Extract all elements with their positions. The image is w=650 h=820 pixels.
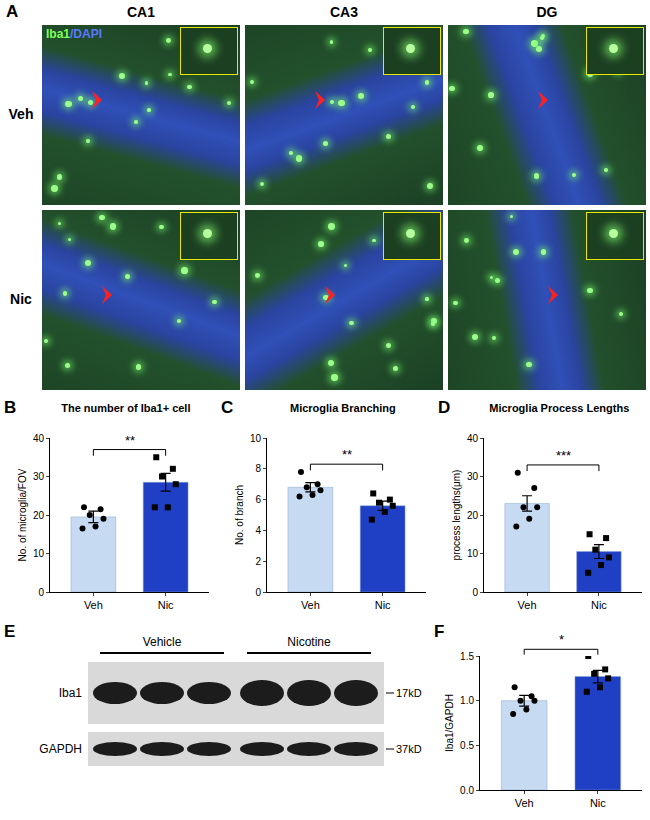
svg-text:40: 40 [467,433,479,444]
html-text:E: E [4,622,16,641]
svg-text:Nicotine: Nicotine [287,635,331,649]
html-text:A: A [6,2,19,21]
svg-text:Microglia Process Lengths: Microglia Process Lengths [489,402,629,414]
svg-text:**: ** [125,433,135,448]
html-text:C: C [221,398,234,417]
html-text:Veh: Veh [8,106,34,122]
svg-text:Nic: Nic [591,599,607,611]
svg-text:Nic: Nic [375,599,391,611]
html-text:D: D [438,398,451,417]
html-text:Iba1 /DAPI: Iba1 /DAPI [46,27,102,41]
svg-text:2: 2 [255,556,261,567]
svg-text:1.5: 1.5 [460,651,474,662]
svg-text:No. of branch: No. of branch [234,485,245,545]
svg-text:Vehicle: Vehicle [143,635,182,649]
html-text:F: F [434,622,445,641]
svg-text:*: * [559,632,564,647]
svg-text:Microglia Branching: Microglia Branching [290,402,396,414]
svg-text:***: *** [556,448,571,463]
svg-text:30: 30 [33,471,45,482]
svg-text:1.0: 1.0 [460,695,474,706]
svg-text:Nic: Nic [590,797,606,809]
svg-text:Iba1/GAPDH: Iba1/GAPDH [444,694,455,752]
svg-text:Veh: Veh [515,797,534,809]
svg-text:Veh: Veh [301,599,320,611]
svg-text:Veh: Veh [518,599,537,611]
svg-text:0.5: 0.5 [460,740,474,751]
svg-text:process lengths(μm): process lengths(μm) [451,470,462,561]
svg-text:GAPDH: GAPDH [39,742,82,756]
svg-text:0: 0 [472,587,478,598]
svg-text:10: 10 [250,433,262,444]
svg-text:0: 0 [38,587,44,598]
svg-text:10: 10 [33,548,45,559]
svg-text:**: ** [342,447,352,462]
svg-text:Veh: Veh [84,599,103,611]
svg-text:4: 4 [255,525,261,536]
html-text:Nic: Nic [10,291,32,307]
svg-text:Iba1: Iba1 [59,686,83,700]
svg-text:0: 0 [255,587,261,598]
svg-text:8: 8 [255,463,261,474]
svg-text:Nic: Nic [158,599,174,611]
svg-text:30: 30 [467,471,479,482]
svg-text:17kD: 17kD [396,687,422,699]
html-text:DG: DG [536,4,558,20]
svg-text:40: 40 [33,433,45,444]
svg-text:No. of microglia/FOV: No. of microglia/FOV [17,468,28,561]
html-text:B: B [4,398,17,417]
svg-text:The number of Iba1+ cell: The number of Iba1+ cell [61,402,190,414]
svg-text:10: 10 [467,548,479,559]
html-text:CA3: CA3 [330,4,358,20]
svg-text:6: 6 [255,494,261,505]
html-text:CA1: CA1 [127,4,155,20]
svg-text:20: 20 [467,510,479,521]
svg-text:37kD: 37kD [396,743,422,755]
svg-text:20: 20 [33,510,45,521]
svg-text:0.0: 0.0 [460,785,474,796]
